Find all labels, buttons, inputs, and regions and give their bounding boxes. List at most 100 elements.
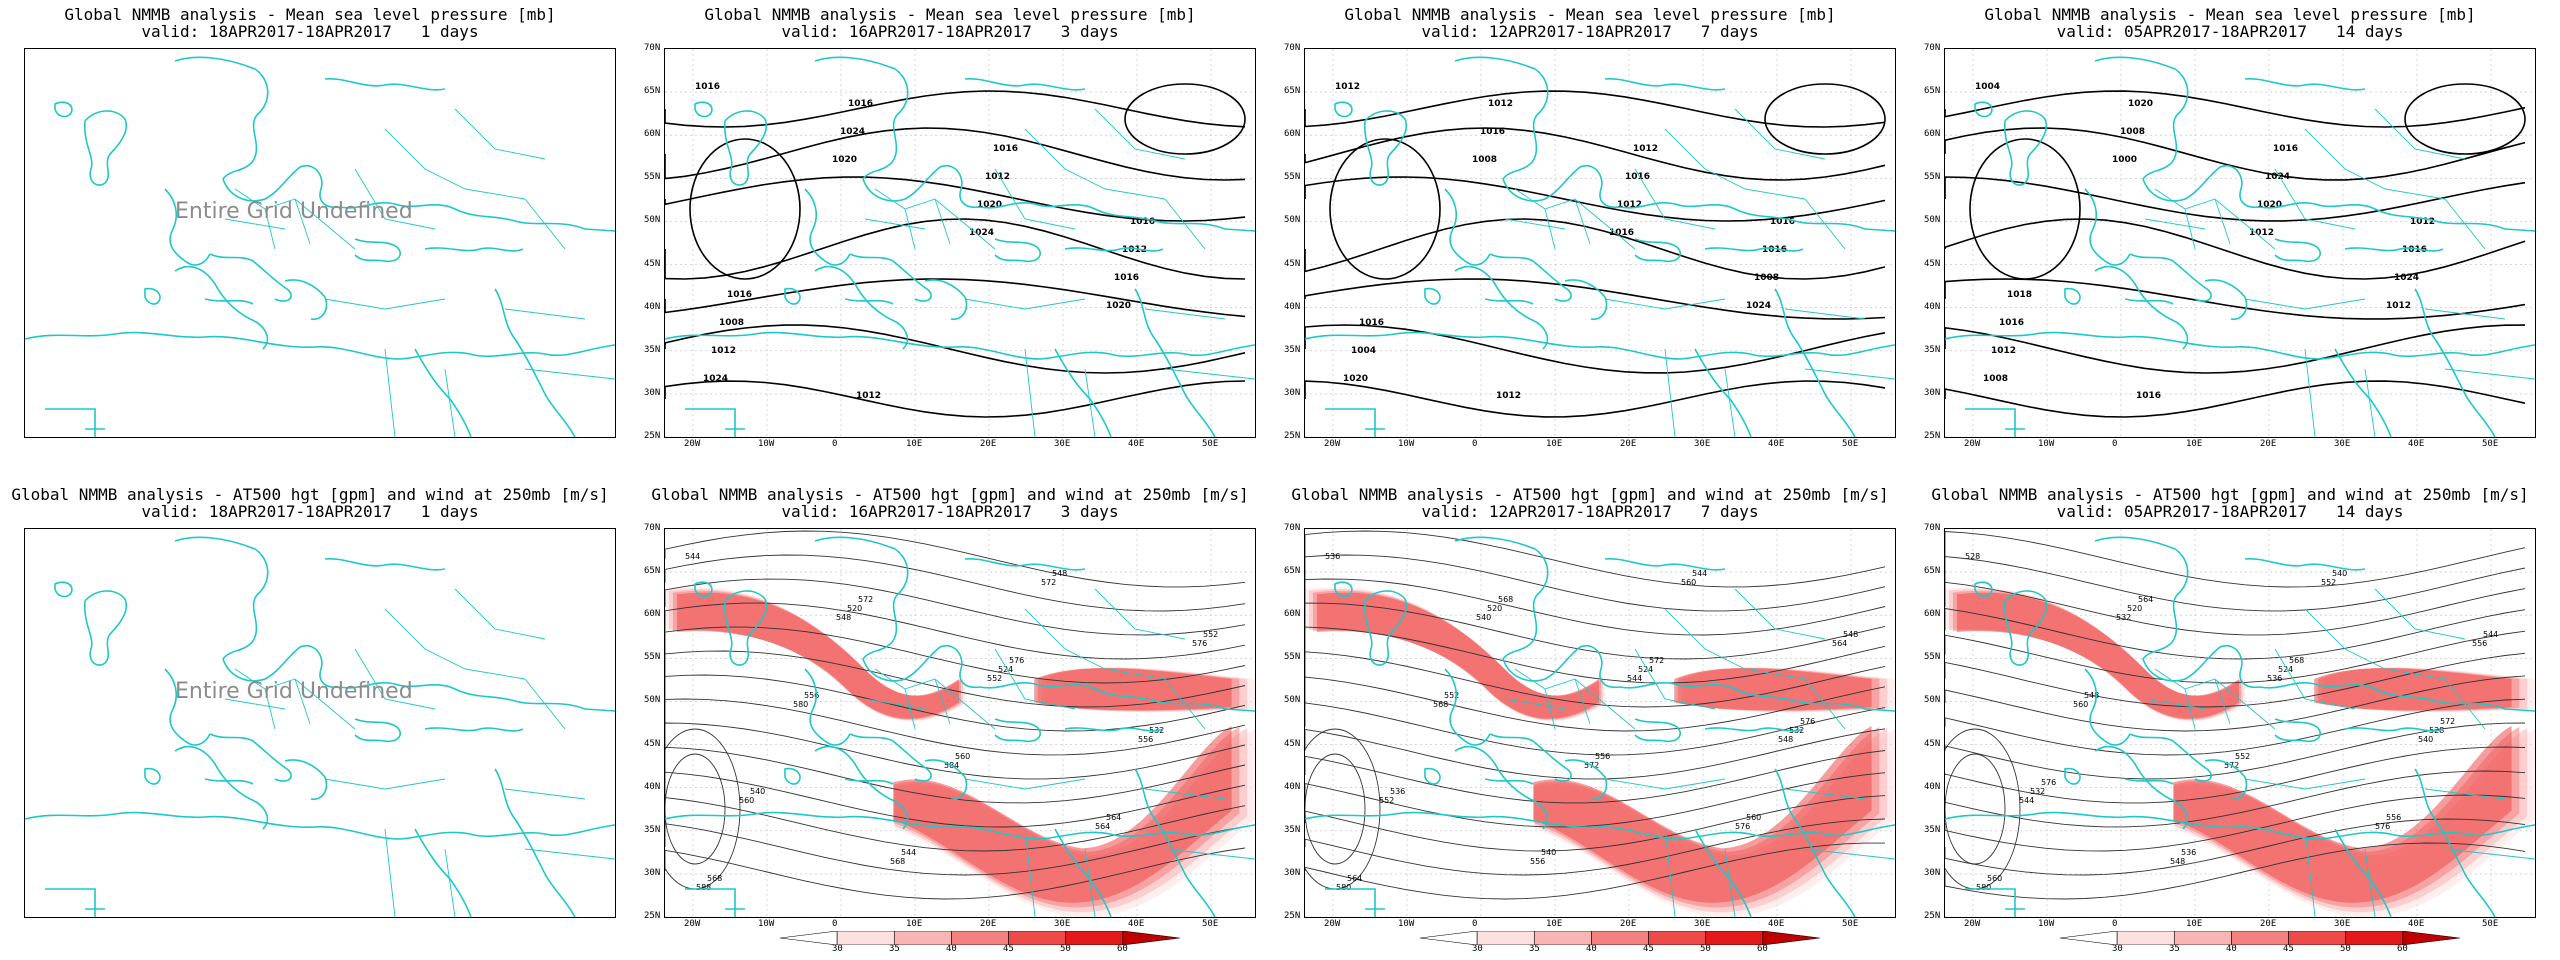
isobar-label: 1016 xyxy=(1762,245,1787,255)
isobar-label: 1004 xyxy=(1351,346,1376,356)
panel-valid: valid: 05APR2017-18APR2017 14 days xyxy=(2056,502,2404,521)
isobar-label: 1012 xyxy=(711,346,736,356)
isobar-label: 1020 xyxy=(1106,301,1131,311)
panel-mslp-14: Global NMMB analysis - Mean sea level pr… xyxy=(1920,0,2540,480)
y-tick-label: 50N xyxy=(1924,695,1941,706)
coastline xyxy=(1305,536,1895,917)
colorbar-tick-label: 30 xyxy=(832,944,843,954)
isobar-label: 1020 xyxy=(1343,374,1368,384)
y-tick-label: 55N xyxy=(1284,172,1301,183)
isobar-label: 1016 xyxy=(2136,391,2161,401)
contour-label: 540 xyxy=(2332,569,2347,578)
contour-label: 560 xyxy=(1681,578,1696,587)
isobar-label: 1008 xyxy=(1983,374,2008,384)
contour-label: 560 xyxy=(2073,700,2088,709)
x-tick-label: 50E xyxy=(1202,439,1219,449)
wind-shading xyxy=(1945,587,2535,917)
contour-label: 564 xyxy=(2138,595,2153,604)
contour-label: 572 xyxy=(858,595,873,604)
map-canvas: 1016 1020 1024 1020 1024 1024 1020 1016 1012 1016… xyxy=(665,49,1255,437)
isobar-label: 1024 xyxy=(2394,273,2419,283)
y-tick-label: 50N xyxy=(1284,695,1301,706)
colorbar-tick-label: 40 xyxy=(1586,944,1597,954)
contour-label: 548 xyxy=(836,613,851,622)
isobar-label: 1012 xyxy=(1633,144,1658,154)
panel-title: Global NMMB analysis - Mean sea level pr… xyxy=(1984,5,2476,24)
contour-label: 520 xyxy=(1487,604,1502,613)
y-tick-label: 70N xyxy=(1284,43,1301,53)
x-tick-label: 50E xyxy=(1842,439,1859,449)
map-canvas: 1012 1008 1016 1024 1020 1016 1012 1008 1004 1012… xyxy=(1305,49,1895,437)
contour-label: 548 xyxy=(2170,857,2185,866)
colorbar-tick-label: 40 xyxy=(946,944,957,954)
contour-label: 544 xyxy=(1692,569,1707,578)
wind-colorbar: 30 35 40 45 50 60 xyxy=(779,930,1181,956)
x-tick-label: 0 xyxy=(2112,919,2118,929)
contour-label: 552 xyxy=(2235,752,2250,761)
x-tick-label: 40E xyxy=(2408,919,2425,929)
isobar-label: 1020 xyxy=(832,155,857,165)
x-tick-label: 20E xyxy=(1620,439,1637,449)
isobar-label: 1016 xyxy=(2402,245,2427,255)
y-tick-label: 30N xyxy=(1284,387,1301,398)
contour-label: 536 xyxy=(1390,787,1405,796)
isobar-label: 1024 xyxy=(840,127,865,137)
y-tick-label: 35N xyxy=(1284,344,1301,355)
panel-valid: valid: 16APR2017-18APR2017 3 days xyxy=(781,502,1119,521)
y-tick-label: 70N xyxy=(644,523,661,533)
isobar-label: 1016 xyxy=(1770,217,1795,227)
isobar-label: 1016 xyxy=(1480,127,1505,137)
y-tick-label: 60N xyxy=(644,129,661,140)
x-tick-label: 10E xyxy=(2186,919,2203,929)
isobar-label: 1012 xyxy=(2386,301,2411,311)
colorbar-tick-label: 50 xyxy=(1700,944,1711,954)
contour-label: 552 xyxy=(1379,796,1394,805)
map-frame: 1004 1000 1012 1012 1008 1008 1020 1024 1012 1020… xyxy=(1944,48,2536,438)
isobar-label: 1004 xyxy=(1975,82,2000,92)
y-tick-label: 25N xyxy=(1924,431,1941,441)
colorbar-tick-label: 60 xyxy=(1117,944,1128,954)
x-tick-label: 30E xyxy=(1054,439,1071,449)
panel-valid: valid: 16APR2017-18APR2017 3 days xyxy=(781,22,1119,41)
y-tick-label: 45N xyxy=(1284,738,1301,749)
contour-label: 572 xyxy=(1041,578,1056,587)
panel-mslp-7: Global NMMB analysis - Mean sea level pr… xyxy=(1280,0,1900,480)
contour-label: 568 xyxy=(1433,700,1448,709)
y-tick-label: 45N xyxy=(1924,738,1941,749)
y-tick-label: 45N xyxy=(1284,258,1301,269)
contour-label: 568 xyxy=(2289,656,2304,665)
y-tick-label: 40N xyxy=(644,301,661,312)
contour-label: 552 xyxy=(987,674,1002,683)
isobar-label: 1012 xyxy=(1991,346,2016,356)
contour-label: 556 xyxy=(1530,857,1545,866)
y-tick-label: 65N xyxy=(1284,86,1301,97)
panel-z500-7: Global NMMB analysis - AT500 hgt [gpm] a… xyxy=(1280,480,1900,960)
panel-z500-1: Global NMMB analysis - AT500 hgt [gpm] a… xyxy=(0,480,620,960)
y-tick-label: 45N xyxy=(1924,258,1941,269)
contour-label: 524 xyxy=(1638,665,1653,674)
panel-mslp-1: Global NMMB analysis - Mean sea level pr… xyxy=(0,0,620,480)
colorbar-tick-label: 45 xyxy=(1003,944,1014,954)
contour-label: 540 xyxy=(1541,848,1556,857)
panel-title: Global NMMB analysis - Mean sea level pr… xyxy=(1344,5,1836,24)
panel-z500-14: Global NMMB analysis - AT500 hgt [gpm] a… xyxy=(1920,480,2540,960)
y-tick-label: 25N xyxy=(1924,911,1941,921)
isobar-label: 1016 xyxy=(2273,144,2298,154)
y-tick-label: 65N xyxy=(1284,566,1301,577)
map-frame: 1016 1020 1024 1020 1024 1024 1020 1016 1012 1016… xyxy=(664,48,1256,438)
isobars xyxy=(665,83,1246,418)
wind-shading xyxy=(665,587,1255,917)
colorbar-tick-label: 30 xyxy=(2112,944,2123,954)
isobar-label: 1008 xyxy=(1754,273,1779,283)
y-tick-label: 40N xyxy=(1284,301,1301,312)
isobar-label: 1008 xyxy=(719,318,744,328)
isobar-label: 1016 xyxy=(993,144,1018,154)
y-tick-label: 40N xyxy=(1924,781,1941,792)
isobar-labels: 1012 1008 1016 1024 1020 1016 1012 1008 1004 1012… xyxy=(1335,82,1795,401)
panel-title: Global NMMB analysis - AT500 hgt [gpm] a… xyxy=(11,485,609,504)
map-canvas: 5365405445485525565605645685725765805205… xyxy=(1305,529,1895,917)
panel-valid: valid: 18APR2017-18APR2017 1 days xyxy=(141,22,479,41)
isobar-label: 1012 xyxy=(2410,217,2435,227)
y-tick-label: 55N xyxy=(1924,652,1941,663)
contour-label: 580 xyxy=(1336,883,1351,892)
